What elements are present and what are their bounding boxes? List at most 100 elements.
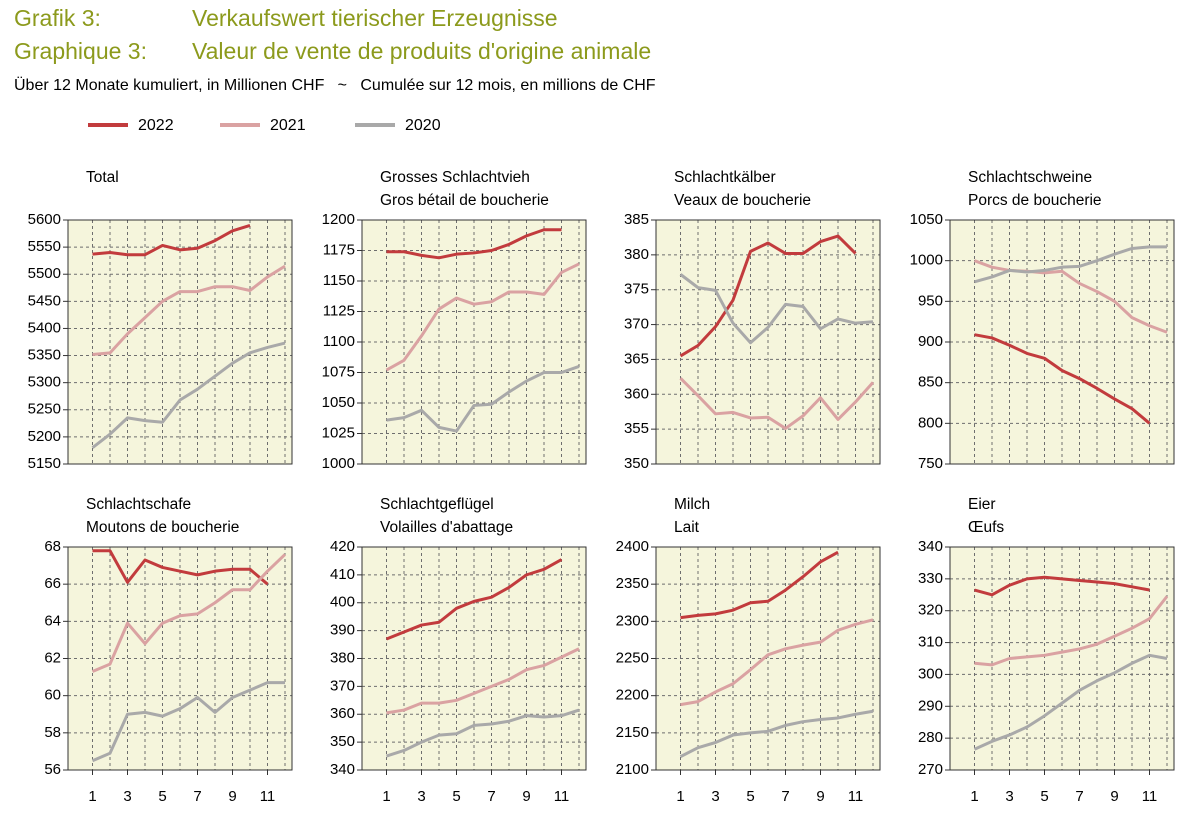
y-tick-label: 360 [330, 705, 355, 722]
y-tick-label: 370 [624, 316, 649, 333]
y-tick-label: 410 [330, 566, 355, 583]
y-tick-label: 68 [44, 538, 61, 555]
plot-frame [949, 546, 1175, 771]
series-line [92, 264, 286, 356]
x-tick-label: 1 [382, 788, 390, 805]
legend-label: 2022 [138, 117, 174, 134]
x-tick-label: 11 [1142, 788, 1158, 805]
x-tick-label: 3 [1005, 788, 1013, 805]
x-tick-label: 3 [123, 788, 131, 805]
y-tick-label: 5350 [28, 347, 61, 364]
y-tick-label: 390 [330, 622, 355, 639]
series-line [91, 681, 285, 763]
x-tick-label: 5 [158, 788, 166, 805]
plot-frame [67, 546, 293, 771]
series-line [974, 245, 1167, 284]
y-tick-label: 280 [918, 729, 943, 746]
y-tick-label: 5200 [28, 428, 61, 445]
x-tick-label: 5 [452, 788, 460, 805]
panel-title: Schlachtgeflügel [380, 496, 494, 513]
plot-frame [655, 219, 881, 465]
y-tick-label: 270 [918, 761, 943, 778]
series-line [92, 223, 251, 257]
legend: 2022 2021 2020 [88, 117, 441, 134]
y-tick-label: 2200 [616, 687, 649, 704]
x-tick-label: 11 [554, 788, 570, 805]
y-tick-label: 1025 [322, 424, 355, 441]
series-line [386, 647, 580, 715]
y-tick-label: 5550 [28, 238, 61, 255]
header-label: Grafik 3: [14, 5, 101, 31]
y-tick-label: 1000 [910, 252, 943, 269]
header-title: Valeur de vente de produits d'origine an… [192, 38, 651, 64]
series-line [679, 377, 875, 430]
plot-frame [67, 219, 293, 465]
series-line [385, 262, 580, 372]
y-tick-label: 850 [918, 374, 943, 391]
plot-frame [361, 546, 587, 771]
y-tick-label: 380 [330, 649, 355, 666]
y-tick-label: 2100 [616, 761, 649, 778]
y-tick-label: 5500 [28, 265, 61, 282]
x-tick-label: 5 [746, 788, 754, 805]
y-tick-label: 5250 [28, 401, 61, 418]
y-tick-label: 2250 [616, 649, 649, 666]
panel-title: Total [86, 169, 119, 186]
x-tick-label: 7 [781, 788, 789, 805]
y-tick-label: 375 [624, 281, 649, 298]
panel-title: Schlachtschafe [86, 496, 191, 513]
y-tick-label: 1125 [323, 302, 355, 319]
y-tick-label: 950 [918, 292, 943, 309]
series-line [92, 549, 269, 586]
y-tick-label: 62 [44, 649, 61, 666]
x-tick-label: 1 [970, 788, 978, 805]
panel-subtitle: Veaux de boucherie [674, 192, 811, 209]
y-tick-label: 290 [918, 697, 943, 714]
y-tick-label: 5600 [28, 211, 61, 228]
y-tick-label: 1150 [323, 272, 355, 289]
legend-label: 2020 [405, 117, 441, 134]
y-tick-label: 2150 [616, 724, 649, 741]
x-tick-label: 9 [1110, 788, 1118, 805]
x-tick-label: 11 [848, 788, 864, 805]
y-tick-label: 1175 [323, 241, 355, 258]
plot-frame [361, 219, 587, 465]
y-tick-label: 64 [44, 612, 61, 629]
panel-title: Schlachtkälber [674, 169, 776, 186]
panel-title: Schlachtschweine [968, 169, 1092, 186]
series-line [680, 618, 874, 707]
series-line [679, 709, 874, 758]
y-tick-label: 1100 [323, 333, 355, 350]
series-line [91, 341, 286, 449]
series-line [386, 364, 580, 433]
series-line [974, 595, 1169, 667]
y-tick-label: 60 [44, 687, 61, 704]
y-tick-label: 900 [918, 333, 943, 350]
y-tick-label: 300 [918, 665, 943, 682]
series-line [679, 234, 857, 358]
series-line [386, 708, 580, 758]
y-tick-label: 5300 [28, 374, 61, 391]
y-tick-label: 5400 [28, 319, 61, 336]
plot-area [362, 547, 586, 770]
y-tick-label: 370 [330, 677, 355, 694]
x-tick-label: 9 [522, 788, 530, 805]
y-tick-label: 750 [918, 455, 943, 472]
y-tick-label: 5450 [28, 292, 61, 309]
series-line [680, 550, 839, 620]
y-tick-label: 2400 [616, 538, 649, 555]
series-line [385, 558, 563, 641]
y-tick-label: 340 [918, 538, 943, 555]
y-tick-label: 1050 [910, 211, 943, 228]
x-tick-label: 7 [193, 788, 201, 805]
y-tick-label: 5150 [28, 455, 61, 472]
y-tick-label: 385 [624, 211, 649, 228]
x-tick-label: 1 [88, 788, 96, 805]
series-line [973, 653, 1168, 751]
y-tick-label: 1200 [322, 211, 355, 228]
y-tick-label: 365 [624, 350, 649, 367]
y-tick-label: 355 [624, 420, 649, 437]
series-line [974, 333, 1151, 425]
series-line [973, 259, 1168, 334]
